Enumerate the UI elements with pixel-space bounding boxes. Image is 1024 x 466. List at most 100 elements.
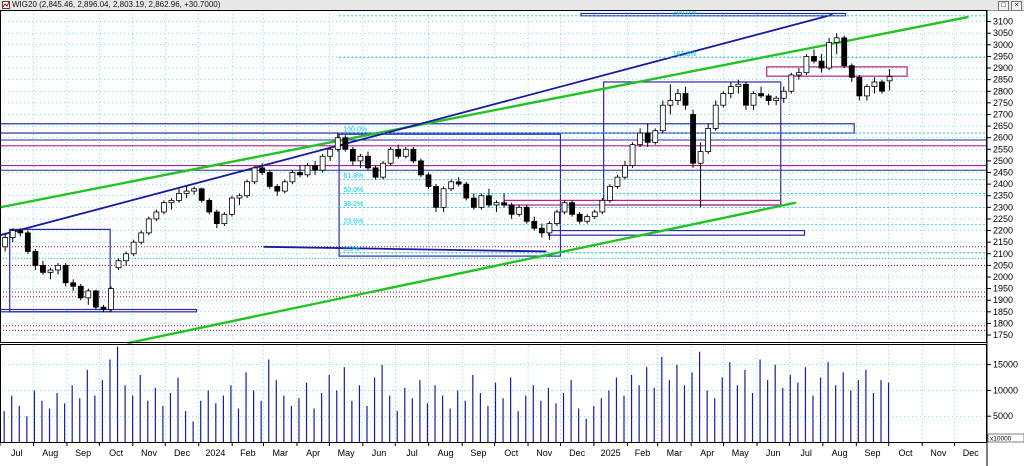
candle-body [788, 74, 795, 92]
month-label: Jul [11, 448, 23, 458]
candle-body [508, 204, 515, 215]
candle-body [357, 155, 364, 162]
drawing-rectangle [547, 229, 806, 236]
candle-body [55, 264, 61, 271]
price-tick-label: 2900 [993, 63, 1013, 73]
month-label: Jun [372, 448, 387, 458]
candle-body [659, 104, 666, 132]
candle-body [470, 197, 477, 208]
candle-body [448, 181, 455, 190]
price-tick-label: 2950 [993, 51, 1013, 61]
month-label: Oct [898, 448, 913, 458]
price-tick-label: 2400 [993, 179, 1013, 189]
candle-body [765, 95, 772, 101]
month-label: Aug [42, 448, 58, 458]
candle-body [546, 223, 553, 234]
fib-level-label: 100.0% [343, 127, 367, 134]
candle-body [826, 42, 832, 69]
volume-axis: 5000 10000 15000 x10000 [987, 360, 1024, 443]
candle-body [402, 148, 409, 157]
candle-body [811, 56, 817, 62]
candle-body [697, 151, 704, 164]
volume-panel-frame [0, 344, 987, 443]
trend-line [127, 201, 797, 345]
candle-body [418, 160, 424, 176]
candle-body [493, 202, 500, 206]
drawing-rectangle [338, 133, 562, 257]
drawing-rectangle [0, 308, 198, 313]
candle-body [727, 86, 734, 94]
fib-level-label: 200.0% [673, 10, 697, 16]
fib-level-label: 50.0% [343, 187, 363, 194]
month-label: Jul [800, 448, 812, 458]
candlesticks [2, 33, 893, 312]
candle-body [130, 241, 137, 255]
candle-body [531, 220, 538, 229]
fib-level-label: 23.6% [343, 218, 363, 225]
month-label: Dec [963, 448, 980, 458]
candle-body [584, 216, 591, 222]
candle-body [863, 86, 870, 97]
volume-grid [0, 364, 987, 417]
candle-body [365, 155, 371, 169]
candle-body [803, 56, 810, 74]
candle-body [599, 199, 606, 213]
candle-body [644, 132, 651, 143]
candle-body [606, 186, 613, 201]
candle-body [40, 264, 46, 273]
drawing-objects [0, 12, 987, 345]
candle-body [47, 269, 54, 273]
candle-body [372, 167, 379, 178]
price-tick-label: 1800 [993, 318, 1013, 328]
month-label: Oct [504, 448, 519, 458]
candle-body [312, 165, 318, 171]
candle-body [395, 148, 402, 157]
candle-body [266, 172, 273, 187]
month-label: Nov [141, 448, 158, 458]
month-label: Nov [536, 448, 553, 458]
candle-body [236, 195, 243, 199]
month-label: Jul [406, 448, 418, 458]
price-tick-label: 2700 [993, 109, 1013, 119]
candle-body [622, 165, 628, 178]
month-label: 2024 [205, 448, 225, 458]
price-tick-label: 2550 [993, 144, 1013, 154]
month-label: May [338, 448, 356, 458]
window-title: WIG20 (2,845.46, 2,896.04, 2,803.19, 2,8… [12, 0, 221, 9]
candle-body [319, 155, 326, 171]
candle-body [77, 285, 84, 299]
volume-unit-label: x10000 [990, 436, 1012, 443]
month-label: Sep [470, 448, 486, 458]
candle-body [795, 72, 802, 76]
candle-body [32, 251, 39, 266]
month-label: 2025 [601, 448, 621, 458]
candle-body [629, 144, 636, 166]
candle-body [841, 37, 848, 67]
volume-tick-label: 10000 [993, 385, 1018, 395]
candle-body [145, 218, 152, 234]
price-tick-label: 2450 [993, 168, 1013, 178]
price-tick-label: 2350 [993, 191, 1013, 201]
candle-body [198, 188, 205, 201]
candle-body [569, 202, 575, 215]
month-label: Aug [437, 448, 453, 458]
candle-body [85, 290, 92, 299]
candle-body [380, 162, 387, 178]
price-panel-frame [0, 10, 987, 343]
month-label: Aug [832, 448, 848, 458]
candle-body [576, 213, 583, 222]
candle-body [637, 132, 644, 146]
close-button[interactable]: × [1011, 1, 1022, 11]
candle-body [138, 232, 145, 243]
price-tick-label: 2800 [993, 86, 1013, 96]
wig20-chart: 200.0% 161.8% 100.0% 61.8% 50.0% 38.2% 23.6% 0.… [0, 10, 1024, 466]
price-tick-label: 2300 [993, 202, 1013, 212]
restore-button[interactable]: □ [998, 1, 1009, 11]
candle-body [108, 288, 114, 310]
candle-body [297, 172, 303, 176]
candle-body [289, 172, 296, 183]
month-label: Mar [667, 448, 683, 458]
month-label: Jun [766, 448, 781, 458]
candle-body [773, 97, 780, 101]
trend-line [0, 15, 969, 209]
